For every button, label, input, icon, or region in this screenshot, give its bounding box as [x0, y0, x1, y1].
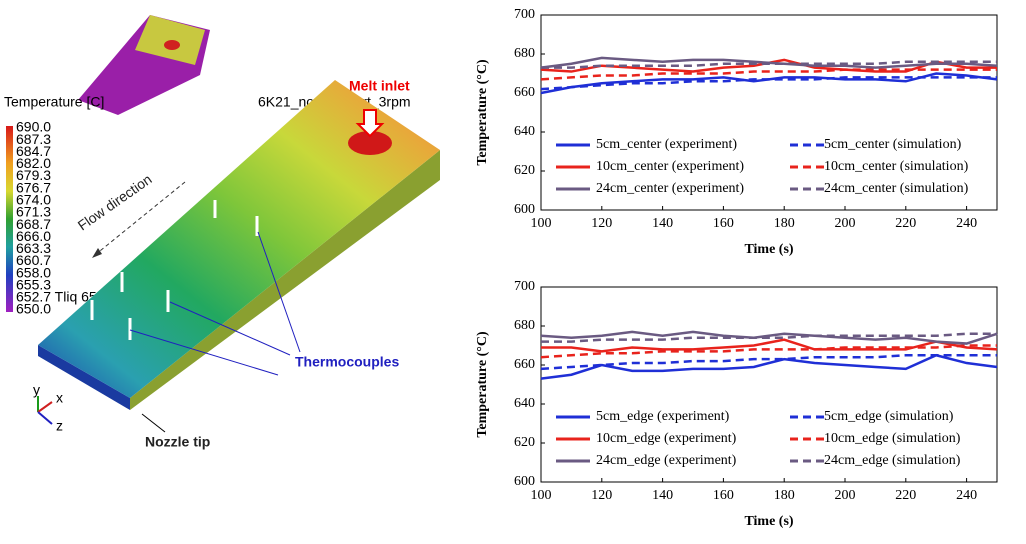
x-tick-label: 140 — [652, 488, 673, 503]
nozzle-tip-label: Nozzle tip — [145, 434, 210, 450]
tip-arrow — [141, 413, 166, 433]
y-tick-label: 620 — [514, 163, 535, 178]
x-axis-label: Time (s) — [744, 242, 793, 257]
colorbar-title: Temperature [C] — [4, 94, 104, 110]
series-line — [540, 330, 998, 345]
x-tick-label: 160 — [713, 216, 734, 231]
series-line — [541, 60, 997, 69]
simulation-diagram: Temperature [C] 6K21_nozzle_part_3rpm 69… — [4, 15, 440, 450]
legend-label: 24cm_edge (experiment) — [596, 453, 737, 468]
legend-label: 5cm_center (simulation) — [824, 137, 962, 152]
series-line — [541, 332, 997, 343]
flow-arrow — [94, 181, 186, 256]
colorbar-tick-label: 684.7 — [16, 143, 51, 159]
melt-inlet-zone — [348, 131, 392, 155]
legend-label: 10cm_edge (experiment) — [596, 431, 737, 446]
y-axis-label: Temperature (°C) — [475, 59, 490, 166]
x-tick-label: 220 — [895, 216, 916, 231]
y-tick-label: 700 — [514, 279, 535, 294]
plot-area — [540, 14, 998, 211]
colorbar-tick-label: 650.0 — [16, 301, 51, 317]
x-tick-label: 180 — [774, 216, 795, 231]
colorbar-tick-label: 671.3 — [16, 204, 51, 220]
flow-arrowhead — [92, 248, 102, 258]
y-tick-label: 640 — [514, 124, 535, 139]
colorbar-tick-label: 690.0 — [16, 119, 51, 135]
colorbar-tick-label: 660.7 — [16, 252, 51, 268]
series-line — [541, 338, 998, 353]
legend-label: 5cm_edge (simulation) — [824, 409, 954, 424]
colorbar-tick-label: 668.7 — [16, 216, 51, 232]
thermocouples — [90, 200, 259, 340]
colorbar-tick-label: 676.7 — [16, 179, 51, 195]
plot-area — [540, 286, 998, 483]
slab-top — [38, 80, 440, 398]
y-tick-label: 680 — [514, 46, 535, 61]
slab-side — [130, 150, 440, 410]
x-tick-label: 100 — [531, 488, 552, 503]
legend-label: 24cm_center (experiment) — [596, 181, 744, 196]
x-tick-label: 200 — [835, 488, 856, 503]
y-tick-label: 600 — [514, 474, 535, 489]
colorbar-tick-label: 687.3 — [16, 131, 51, 147]
series-line — [540, 76, 997, 91]
melt-inlet-label: Melt inlet — [349, 78, 410, 94]
x-tick-label: 240 — [956, 488, 977, 503]
y-tick-label: 700 — [514, 7, 535, 22]
legend-label: 24cm_center (simulation) — [824, 181, 969, 196]
legend-label: 10cm_center (simulation) — [824, 159, 969, 174]
colorbar-tick-label: 666.0 — [16, 228, 51, 244]
axis-label: y — [33, 382, 40, 398]
axis-label: z — [56, 418, 63, 434]
colorbar-tick-label: 658.0 — [16, 264, 51, 280]
x-tick-label: 240 — [956, 216, 977, 231]
thumbnail-hot — [135, 15, 205, 65]
axis-label: x — [56, 390, 63, 406]
series-line — [540, 354, 997, 371]
x-tick-label: 160 — [713, 488, 734, 503]
x-tick-label: 140 — [652, 216, 673, 231]
legend-label: 5cm_edge (experiment) — [596, 409, 730, 424]
colorbar-tick-label: 655.3 — [16, 276, 51, 292]
x-tick-label: 180 — [774, 488, 795, 503]
colorbar-tick-label: 682.0 — [16, 155, 51, 171]
colorbar-tick-label: 663.3 — [16, 240, 51, 256]
legend-label: 10cm_edge (simulation) — [824, 431, 961, 446]
series-line — [540, 344, 997, 359]
legend-label: 24cm_edge (simulation) — [824, 453, 961, 468]
inlet-arrow — [355, 109, 385, 138]
colorbar-tick-label: 679.3 — [16, 167, 51, 183]
y-tick-label: 660 — [514, 85, 535, 100]
slab-side — [38, 345, 130, 410]
legend-label: 10cm_center (experiment) — [596, 159, 744, 174]
colorbar-tick-label: 674.0 — [16, 192, 51, 208]
x-axis-label: Time (s) — [744, 514, 793, 529]
y-tick-label: 660 — [514, 357, 535, 372]
axis-triad — [37, 396, 53, 425]
thermocouples-label: Thermocouples — [295, 354, 399, 370]
series-line — [540, 68, 997, 81]
thumbnail-inlet — [164, 40, 180, 50]
y-tick-label: 680 — [514, 318, 535, 333]
x-tick-label: 100 — [531, 216, 552, 231]
x-tick-label: 120 — [591, 488, 612, 503]
flow-direction-label: Flow direction — [75, 171, 155, 234]
x-tick-label: 200 — [835, 216, 856, 231]
x-tick-label: 220 — [895, 488, 916, 503]
legend-label: 5cm_center (experiment) — [596, 137, 737, 152]
leader-lines — [129, 231, 301, 376]
x-tick-label: 120 — [591, 216, 612, 231]
y-tick-label: 640 — [514, 396, 535, 411]
y-tick-label: 620 — [514, 435, 535, 450]
series-line — [540, 353, 998, 380]
y-axis-label: Temperature (°C) — [475, 331, 490, 438]
colorbar — [6, 126, 13, 312]
y-tick-label: 600 — [514, 202, 535, 217]
